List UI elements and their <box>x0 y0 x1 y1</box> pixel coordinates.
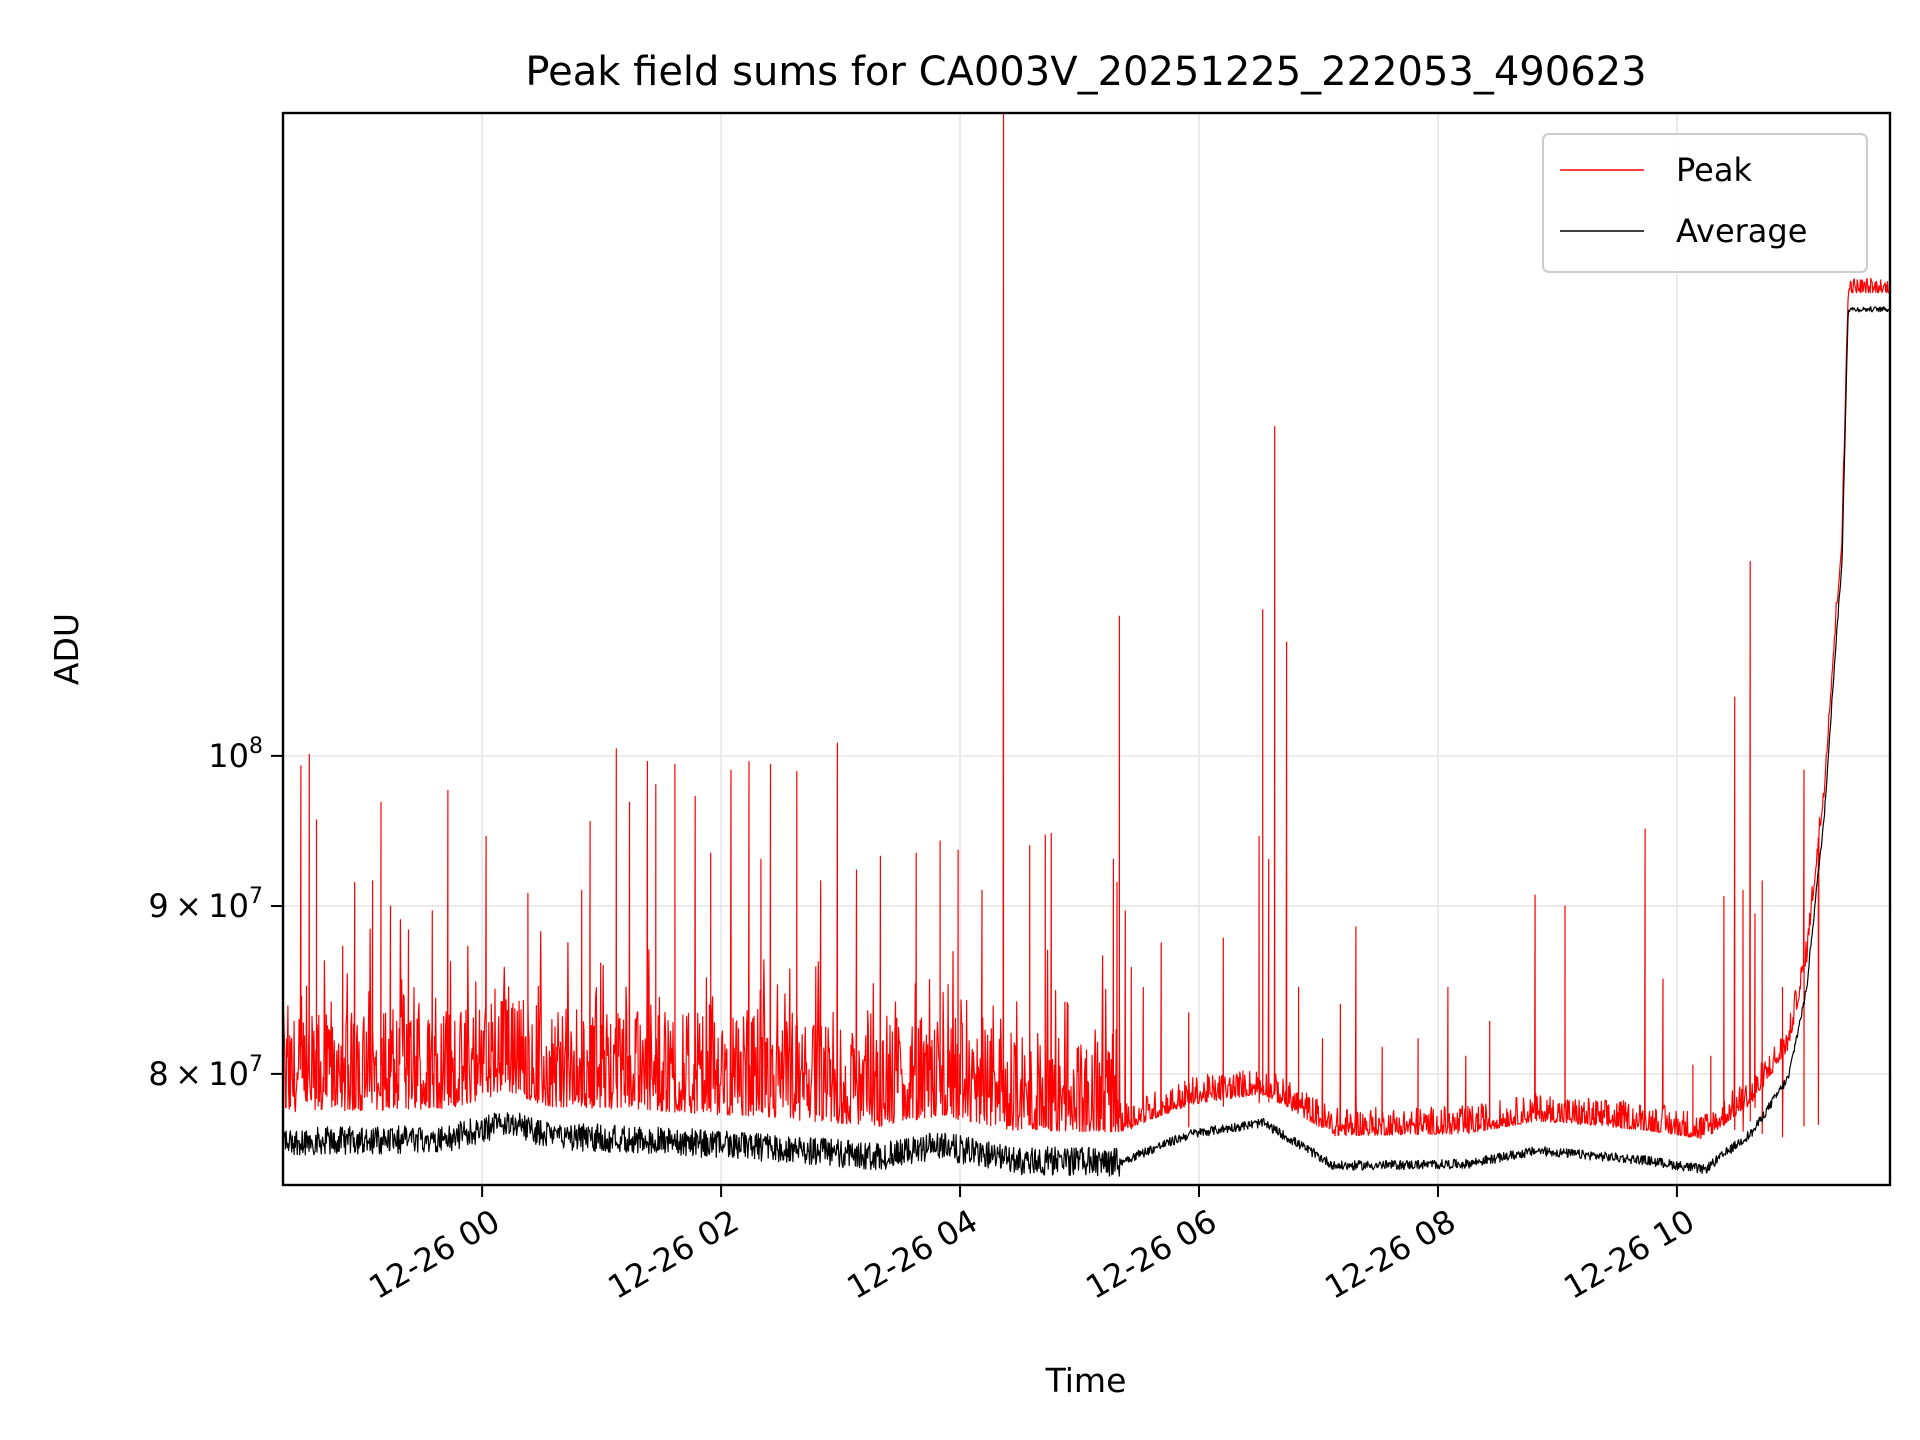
legend-label-peak: Peak <box>1676 151 1752 189</box>
y-tick-label: 108 <box>208 734 263 775</box>
series-line-average <box>282 306 1891 1177</box>
y-tick-label: 9 × 107 <box>148 884 263 925</box>
y-axis-label: ADU <box>47 613 86 685</box>
chart-title: Peak field sums for CA003V_20251225_2220… <box>525 49 1646 95</box>
series-line-peak <box>282 112 1891 1140</box>
legend: Peak Average <box>1542 133 1868 273</box>
legend-frame <box>1542 133 1868 273</box>
y-tick-label: 8 × 107 <box>148 1052 263 1093</box>
legend-label-average: Average <box>1676 212 1807 250</box>
x-axis-label: Time <box>1045 1361 1127 1400</box>
grid <box>283 113 1890 1185</box>
plot-frame <box>281 111 1892 1187</box>
series-layer <box>282 112 1891 1177</box>
